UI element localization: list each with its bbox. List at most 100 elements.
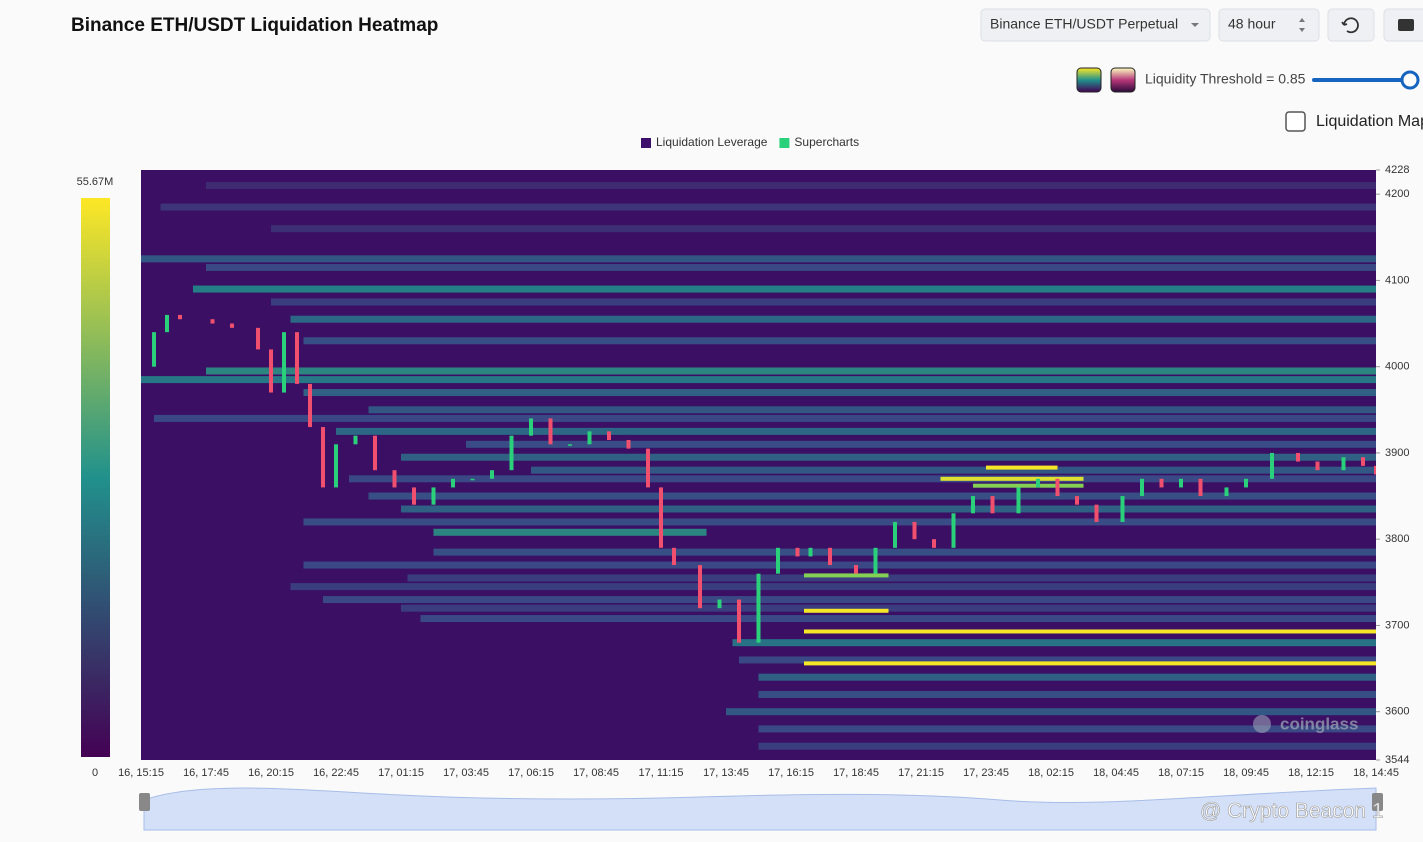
threshold-label: Liquidity Threshold = 0.85: [1145, 71, 1306, 87]
legend-label: Supercharts: [794, 135, 859, 149]
liquidation-band: [303, 518, 1376, 526]
liquidation-band: [290, 315, 1376, 323]
x-tick-label: 17, 18:45: [833, 767, 879, 779]
candle: [1016, 487, 1021, 514]
candle: [295, 332, 299, 384]
candle: [1296, 452, 1300, 462]
liquidation-band: [303, 337, 1376, 345]
pair-select[interactable]: [980, 8, 1211, 42]
candle: [282, 332, 286, 393]
y-tick-label: 4100: [1385, 274, 1409, 286]
liquidation-band: [758, 673, 1376, 681]
candle: [152, 332, 156, 367]
candle: [1055, 478, 1060, 497]
candle: [470, 478, 475, 481]
liquidation-band: [940, 476, 1084, 481]
liquidation-band: [433, 548, 1376, 556]
candle: [1179, 478, 1183, 488]
candle: [626, 439, 631, 449]
liquidation-band: [804, 573, 889, 578]
x-tick-label: 17, 06:15: [508, 767, 554, 779]
candle: [1270, 452, 1274, 479]
candle: [1341, 457, 1346, 471]
liquidation-band: [368, 492, 1376, 500]
liquidation-band: [739, 656, 1376, 664]
liquidation-band: [804, 608, 889, 613]
y-tick-label: 3900: [1385, 447, 1409, 459]
candle: [230, 323, 234, 328]
watermark-logo: [1253, 715, 1271, 733]
navigator-handle-right[interactable]: [1372, 793, 1383, 811]
liquidation-band: [141, 255, 1376, 263]
candle: [646, 448, 650, 488]
liquidation-band: [323, 596, 1376, 604]
liquidation-band: [726, 708, 1376, 716]
liquidation-band: [206, 263, 1376, 271]
candle: [795, 547, 800, 557]
candle: [1315, 461, 1320, 471]
palette-magma[interactable]: [1110, 67, 1136, 93]
candle: [990, 496, 995, 514]
candle: [854, 565, 858, 574]
candle: [587, 431, 592, 445]
liquidation-band: [141, 376, 1376, 384]
x-tick-label: 16, 20:15: [248, 767, 294, 779]
liquidation-band: [368, 406, 1376, 414]
x-tick-label: 17, 03:45: [443, 767, 489, 779]
colorbar-label: 55.67M: [77, 176, 114, 188]
y-tick-label: 3700: [1385, 619, 1409, 631]
y-tick-label: 4228: [1385, 164, 1409, 176]
watermark: coinglass: [1280, 714, 1358, 733]
candle: [210, 319, 215, 324]
liquidation-band: [433, 528, 707, 536]
candle: [912, 521, 917, 540]
candle: [373, 435, 377, 471]
candle: [951, 513, 956, 548]
candle: [1374, 465, 1376, 475]
dropdown-arrow: [1191, 23, 1199, 27]
liquidation-band: [758, 742, 1376, 750]
candle: [607, 431, 611, 440]
candle: [737, 599, 741, 643]
range-select[interactable]: [1218, 8, 1320, 42]
x-tick-label: 17, 21:15: [898, 767, 944, 779]
candle: [932, 539, 936, 548]
candle: [893, 521, 897, 548]
candle: [490, 470, 494, 479]
liquidation-band: [271, 298, 1376, 306]
liquidation-band: [290, 583, 1376, 591]
x-tick-label: 17, 08:45: [573, 767, 619, 779]
legend-swatch: [779, 138, 790, 148]
liquidation-band: [271, 225, 1376, 233]
pair-select-text: Binance ETH/USDT Perpetual: [990, 16, 1178, 32]
liquidation-band: [193, 285, 1376, 293]
candle: [698, 565, 702, 609]
y-tick-label: 3800: [1385, 533, 1409, 545]
liquidation-band: [349, 475, 1376, 483]
candle: [269, 349, 273, 393]
candle: [256, 327, 260, 350]
colorbar-label: 0: [92, 767, 98, 779]
navigator-handle-left[interactable]: [139, 793, 150, 811]
candle: [1361, 457, 1365, 466]
camera-icon: [1398, 19, 1414, 31]
candle: [672, 547, 676, 566]
liquidation-band: [758, 725, 1376, 733]
liquidation-band: [407, 574, 1376, 582]
x-tick-label: 16, 17:45: [183, 767, 229, 779]
x-tick-label: 18, 04:45: [1093, 767, 1139, 779]
slider-thumb[interactable]: [1400, 70, 1420, 90]
map-checkbox[interactable]: [1285, 111, 1306, 132]
colorbar: [81, 198, 110, 757]
liquidation-band: [531, 466, 1376, 474]
refresh-button[interactable]: [1327, 8, 1375, 42]
x-tick-label: 16, 22:45: [313, 767, 359, 779]
palette-viridis[interactable]: [1076, 67, 1102, 93]
candle: [1120, 496, 1125, 522]
liquidation-band: [986, 465, 1058, 470]
candle: [1244, 478, 1248, 488]
candle: [178, 314, 182, 320]
navigator-area: [143, 787, 1377, 831]
